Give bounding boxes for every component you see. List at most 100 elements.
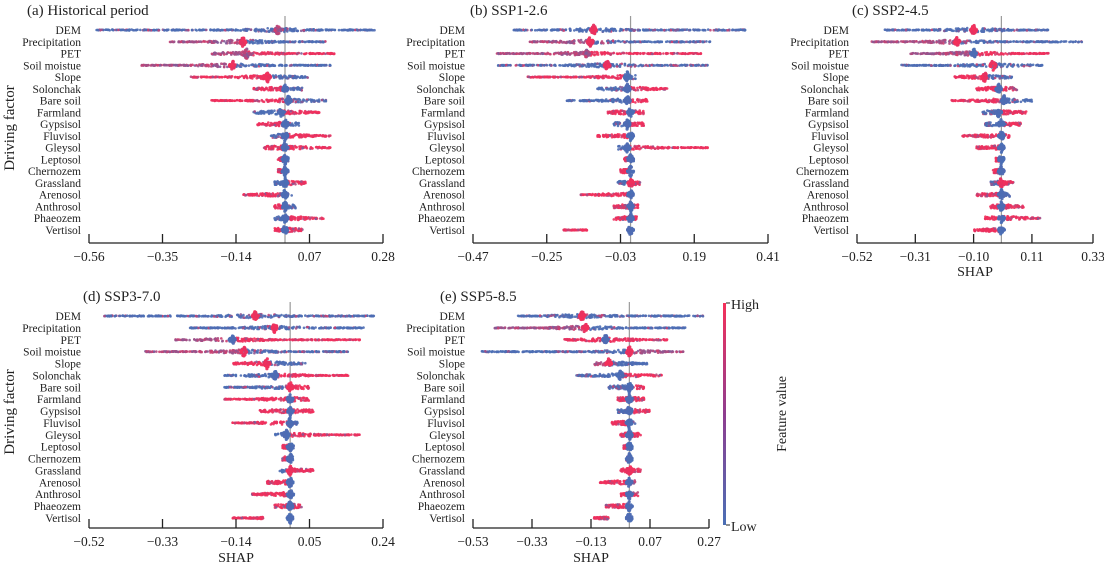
shap-point [636,88,640,92]
shap-point [647,28,650,32]
shap-point [629,52,632,55]
shap-point-peak [623,87,627,91]
shap-point [273,216,276,220]
shap-point [299,29,303,33]
shap-point [618,87,621,91]
shap-point [244,194,248,197]
beeswarm-row-soil-moistue [496,59,709,71]
shap-point [277,135,280,138]
shap-point [120,28,124,32]
shap-point [285,63,288,67]
shap-point [216,65,220,69]
shap-point [310,100,313,104]
shap-point [297,63,301,67]
shap-point [275,121,279,125]
shap-point [532,40,536,43]
shap-point [536,40,539,43]
shap-point [340,28,344,32]
shap-point [314,52,317,56]
shap-point [260,98,264,102]
shap-point [205,63,209,67]
shap-point [288,75,292,79]
shap-point [311,110,315,114]
shap-point [548,52,552,56]
shap-point [248,40,252,44]
shap-point [650,40,653,44]
shap-point [209,28,212,32]
shap-point [542,40,546,43]
shap-point [302,182,306,185]
factor-label: Farmland [37,107,81,119]
shap-point [622,51,626,55]
shap-point [247,64,251,67]
shap-point [264,41,268,44]
shap-point [234,50,237,54]
shap-point [225,39,229,43]
shap-point [309,135,312,138]
shap-point [210,62,214,66]
shap-point [292,204,296,208]
shap-point [359,28,363,32]
shap-point [664,87,667,90]
shap-point [295,121,299,125]
shap-point [645,99,648,103]
shap-point [321,145,325,149]
shap-point [216,52,220,55]
shap-point [289,146,293,149]
shap-point [275,217,279,221]
shap-point [316,99,320,103]
shap-point [223,28,227,32]
shap-point [222,65,226,68]
shap-point [276,146,280,150]
shap-point [312,29,315,32]
x-tick-label: −0.56 [73,249,104,264]
shap-point [206,75,210,79]
shap-point [269,134,273,138]
shap-point [512,28,516,32]
shap-point [233,53,237,56]
beeswarm-row-precipitation [528,36,712,48]
shap-point [641,99,645,103]
shap-point [250,99,253,102]
shap-point [260,109,263,113]
shap-point [256,74,260,78]
shap-point [587,62,590,66]
shap-point [573,29,576,32]
shap-point [552,40,556,44]
beeswarm-row-pet [495,48,703,59]
shap-point-peak [244,40,248,44]
shap-point [234,75,237,79]
x-tick-label: 0.07 [298,249,322,264]
shap-point [202,40,206,43]
shap-point [156,63,160,67]
shap-point [288,64,292,67]
shap-point [268,64,271,68]
shap-point [253,99,257,103]
shap-point [229,51,232,55]
factor-label: Solonchak [416,84,465,96]
shap-point [300,52,303,55]
shap-point [301,40,304,43]
factor-label: PET [61,49,81,61]
shap-point [97,29,100,32]
factor-label: Phaeozem [34,213,81,225]
shap-point [278,63,282,67]
shap-point-peak [264,76,268,80]
shap-point [681,28,685,32]
shap-point [616,74,619,77]
shap-point-peak [268,75,272,79]
shap-point [269,86,272,89]
shap-point [292,146,295,150]
shap-point [274,194,277,198]
shap-point [268,109,272,113]
shap-point [316,146,319,149]
shap-point [619,77,622,80]
shap-point [664,40,668,44]
shap-point [546,40,549,44]
shap-point [244,99,247,102]
shap-point [628,63,631,66]
shap-point [278,230,281,233]
shap-point [573,63,577,67]
shap-point-peak [281,194,285,198]
shap-point [623,112,627,116]
